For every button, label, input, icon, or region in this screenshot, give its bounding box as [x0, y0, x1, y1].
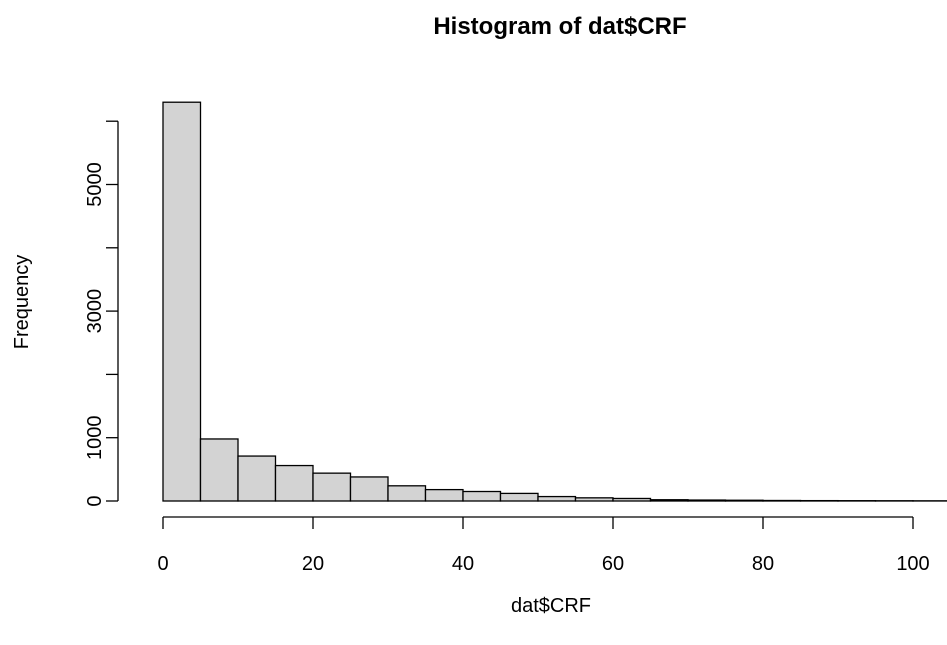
histogram-bars	[162, 101, 947, 502]
x-tick-label: 20	[302, 553, 324, 575]
y-axis-label: Frequency	[11, 255, 33, 350]
y-tick-label: 5000	[84, 162, 106, 207]
x-tick-label: 0	[157, 553, 168, 575]
histogram-bar	[424, 488, 464, 502]
x-axis-label: dat$CRF	[511, 595, 591, 617]
x-tick-label: 80	[752, 553, 774, 575]
y-tick-label: 0	[84, 495, 106, 506]
histogram-bar	[237, 455, 277, 502]
histogram-bar	[274, 464, 314, 502]
y-tick-label: 1000	[84, 415, 106, 460]
histogram-bar	[762, 499, 802, 502]
histogram-bar	[162, 101, 202, 502]
chart-title: Histogram of dat$CRF	[433, 13, 686, 40]
histogram-bar	[687, 499, 727, 502]
x-tick-label: 40	[452, 553, 474, 575]
histogram-bar	[649, 499, 689, 502]
histogram-bar	[612, 497, 652, 502]
histogram-bar	[312, 472, 352, 502]
histogram-bar	[574, 497, 614, 502]
histogram-bar	[199, 438, 239, 502]
y-axis: 0 1000 3000 5000	[84, 120, 119, 507]
histogram-bar	[387, 485, 427, 502]
histogram-bar	[537, 495, 577, 502]
x-tick-label: 60	[602, 553, 624, 575]
histogram-bar	[499, 492, 539, 502]
x-tick-label: 100	[896, 553, 929, 575]
x-axis: 0 20 40 60 80 100	[157, 516, 930, 575]
histogram-bar	[462, 490, 502, 502]
histogram-bar	[724, 499, 764, 502]
histogram-bar	[349, 476, 389, 502]
y-tick-label: 3000	[84, 289, 106, 334]
